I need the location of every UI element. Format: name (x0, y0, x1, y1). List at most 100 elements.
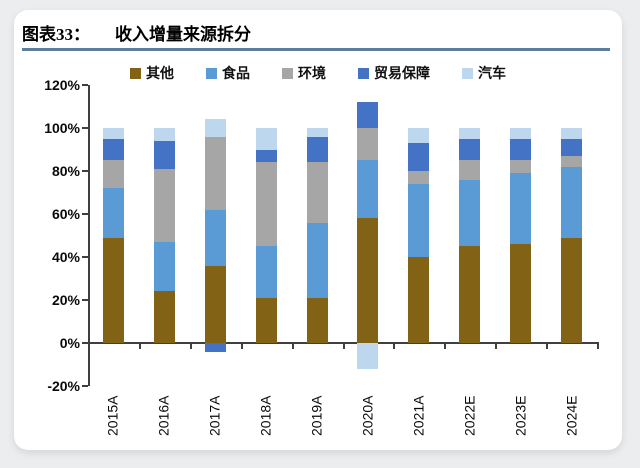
legend-swatch-trade-protection (358, 67, 369, 79)
bar-segment-2016A-auto (153, 128, 175, 141)
bar-segment-2022E-other (459, 246, 481, 343)
bar-segment-2022E-food (459, 179, 481, 247)
bar-segment-2016A-food (153, 241, 175, 292)
bar-segment-2020A-other (357, 218, 379, 343)
x-category-label-2024E: 2024E (563, 395, 580, 436)
bar-segment-2016A-trade-protection (153, 140, 175, 169)
bar-segment-2018A-food (255, 246, 277, 298)
bar-segment-2017A-auto (204, 119, 226, 137)
bar-segment-2015A-auto (102, 128, 124, 139)
y-tick--20 (82, 385, 88, 387)
y-tick-60 (82, 213, 88, 215)
legend-item-food: 食品 (206, 63, 250, 83)
y-tick-100 (82, 127, 88, 129)
bar-segment-2024E-auto (561, 128, 583, 139)
bar-segment-2022E-environment (459, 160, 481, 180)
x-tick-9 (546, 344, 549, 349)
x-category-label-2020A: 2020A (359, 395, 376, 436)
chart-legend: 其他 食品 环境 贸易保障 汽车 (14, 63, 622, 83)
figure-header: 图表33： 收入增量来源拆分 (22, 20, 614, 46)
legend-label-other: 其他 (146, 67, 174, 82)
legend-label-auto: 汽车 (478, 67, 506, 82)
y-tick-label--20: -20% (47, 378, 80, 394)
bar-segment-2015A-environment (102, 160, 124, 189)
figure-number: 图表33： (22, 25, 90, 44)
bar-segment-2024E-food (561, 166, 583, 238)
legend-label-trade-protection: 贸易保障 (374, 67, 430, 82)
x-tick-5 (342, 344, 345, 349)
x-category-label-2017A: 2017A (206, 395, 223, 436)
y-tick-label-100: 100% (44, 120, 80, 136)
bar-segment-2018A-auto (255, 128, 277, 150)
x-tick-0 (88, 344, 90, 349)
bar-segment-2024E-other (561, 237, 583, 343)
x-tick-8 (495, 344, 498, 349)
bar-segment-2017A-food (204, 209, 226, 266)
bar-segment-2019A-food (306, 222, 328, 298)
x-tick-10 (597, 344, 599, 349)
bar-segment-2019A-trade-protection (306, 136, 328, 163)
bar-segment-2020A-environment (357, 128, 379, 161)
bar-segment-2023E-other (510, 244, 532, 343)
x-category-label-2019A: 2019A (308, 395, 325, 436)
bar-segment-2024E-environment (561, 155, 583, 167)
y-tick-40 (82, 256, 88, 258)
title-underline (22, 48, 610, 51)
bar-segment-2018A-other (255, 297, 277, 343)
x-tick-7 (444, 344, 447, 349)
x-category-label-2015A: 2015A (104, 395, 121, 436)
bar-segment-2022E-auto (459, 128, 481, 139)
bar-segment-2022E-trade-protection (459, 138, 481, 161)
x-tick-4 (291, 344, 294, 349)
bar-segment-2023E-trade-protection (510, 138, 532, 161)
bar-segment-2015A-other (102, 237, 124, 343)
y-tick-80 (82, 170, 88, 172)
x-tick-1 (138, 344, 141, 349)
bar-segment-2019A-other (306, 297, 328, 343)
bar-segment-2021A-auto (408, 128, 430, 144)
bar-segment-2019A-environment (306, 162, 328, 223)
bar-segment-2017A-environment (204, 136, 226, 210)
bar-segment-2015A-food (102, 188, 124, 238)
bar-segment-2021A-trade-protection (408, 143, 430, 171)
figure-title: 收入增量来源拆分 (115, 25, 251, 44)
bar-segment-2018A-environment (255, 162, 277, 247)
x-category-label-2022E: 2022E (461, 395, 478, 436)
y-tick-label-80: 80% (51, 163, 80, 179)
x-category-label-2018A: 2018A (257, 395, 274, 436)
x-tick-6 (393, 344, 396, 349)
x-tick-2 (189, 344, 192, 349)
legend-swatch-auto (462, 67, 473, 79)
bar-segment-2023E-environment (510, 160, 532, 174)
y-tick-label-60: 60% (51, 206, 80, 222)
bar-segment-2021A-other (408, 257, 430, 343)
bar-segment-2019A-auto (306, 128, 328, 137)
bar-segment-2020A-food (357, 160, 379, 219)
y-tick-0 (82, 342, 88, 344)
bar-segment-2021A-food (408, 183, 430, 257)
bar-segment-2020A-trade-protection (357, 102, 379, 128)
bar-segment-2023E-auto (510, 128, 532, 139)
bar-segment-2017A-other (204, 265, 226, 343)
y-tick-120 (82, 84, 88, 86)
legend-item-trade-protection: 贸易保障 (358, 63, 430, 83)
x-axis-line (88, 342, 599, 344)
legend-label-food: 食品 (222, 67, 250, 82)
x-tick-3 (240, 344, 243, 349)
legend-item-other: 其他 (130, 63, 174, 83)
x-category-label-2021A: 2021A (410, 395, 427, 436)
legend-item-environment: 环境 (282, 63, 326, 83)
bar-segment-2020A-auto (357, 343, 379, 369)
bar-segment-2021A-environment (408, 171, 430, 184)
legend-swatch-environment (282, 67, 293, 79)
bar-segment-2017A-trade-protection (204, 343, 226, 352)
legend-label-environment: 环境 (298, 67, 326, 82)
x-category-label-2023E: 2023E (512, 395, 529, 436)
bar-segment-2024E-trade-protection (561, 138, 583, 156)
y-tick-label-40: 40% (51, 249, 80, 265)
y-axis-line (88, 85, 90, 386)
y-tick-label-0: 0% (59, 335, 80, 351)
bar-segment-2015A-trade-protection (102, 138, 124, 161)
legend-item-auto: 汽车 (462, 63, 506, 83)
